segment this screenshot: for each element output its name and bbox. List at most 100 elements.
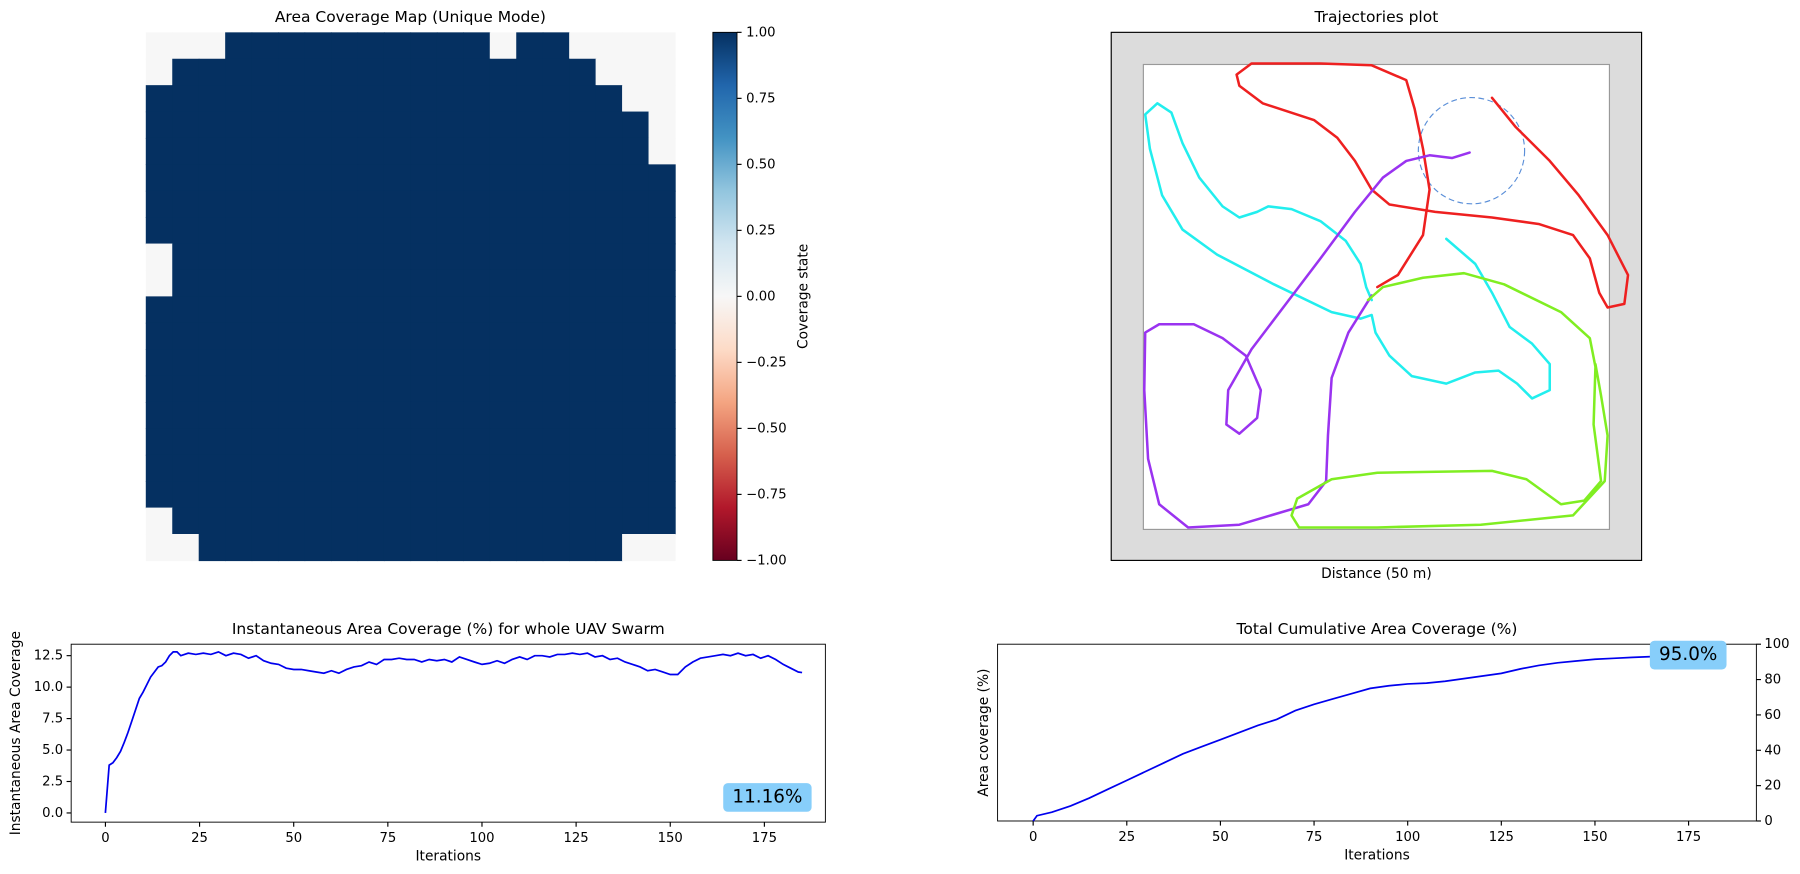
- heatmap-cell: [542, 507, 570, 535]
- heatmap-cell: [648, 58, 676, 86]
- heatmap-cell: [251, 349, 279, 377]
- heatmap-cell: [595, 190, 623, 218]
- heatmap-cell: [622, 137, 650, 166]
- heatmap-cell: [383, 534, 412, 562]
- heatmap-cell: [251, 32, 279, 60]
- y-axis-label: Area coverage (%): [976, 669, 992, 797]
- heatmap-cell: [145, 32, 173, 60]
- heatmap-cell: [569, 269, 597, 298]
- heatmap-cell: [516, 85, 544, 113]
- x-tick-label: 100: [469, 831, 494, 846]
- heatmap-cell: [251, 217, 279, 245]
- heatmap-cell: [225, 428, 253, 456]
- heatmap-cell: [304, 296, 332, 324]
- heatmap-cell: [198, 137, 226, 166]
- heatmap-cell: [145, 58, 173, 86]
- heatmap-cell: [278, 243, 306, 271]
- heatmap-cell: [516, 454, 544, 482]
- heatmap-cell: [463, 296, 491, 324]
- heatmap-cell: [251, 243, 279, 271]
- heatmap-cell: [172, 454, 200, 482]
- heatmap-cell: [622, 375, 650, 403]
- heatmap-cell: [304, 32, 332, 60]
- heatmap-cell: [436, 375, 465, 403]
- trajectory: [1235, 62, 1630, 309]
- heatmap-cell: [436, 111, 465, 139]
- heatmap-cell: [410, 190, 438, 218]
- heatmap-cell: [145, 164, 173, 192]
- plot-frame: [997, 643, 1757, 822]
- heatmap-cell: [436, 401, 465, 430]
- heatmap-cell: [463, 217, 491, 245]
- heatmap-cell: [569, 375, 597, 403]
- heatmap-cell: [383, 111, 412, 139]
- heatmap-cell: [357, 217, 385, 245]
- heatmap-cell: [436, 137, 465, 166]
- heatmap-cell: [278, 349, 306, 377]
- heatmap-cell: [436, 481, 465, 509]
- heatmap-cell: [489, 217, 517, 245]
- heatmap-cell: [198, 481, 226, 509]
- heatmap-cell: [489, 111, 517, 139]
- heatmap-cell: [410, 349, 438, 377]
- colorbar-tick-label: 0.50: [746, 157, 775, 172]
- heatmap-cell: [569, 534, 597, 562]
- heatmap-cell: [278, 137, 306, 166]
- heatmap-cell: [383, 349, 412, 377]
- heatmap-cell: [278, 269, 306, 298]
- heatmap-cell: [410, 375, 438, 403]
- chart-title: Instantaneous Area Coverage (%) for whol…: [232, 620, 665, 638]
- heatmap-cell: [463, 190, 491, 218]
- heatmap-cell: [331, 401, 359, 430]
- heatmap-cell: [410, 85, 438, 113]
- heatmap-cell: [331, 507, 359, 535]
- heatmap-cell: [172, 375, 200, 403]
- heatmap-cell: [278, 296, 306, 324]
- heatmap-cell: [145, 137, 173, 166]
- heatmap-cell: [251, 481, 279, 509]
- heatmap-cell: [463, 137, 491, 166]
- heatmap-cell: [463, 111, 491, 139]
- heatmap-cell: [331, 137, 359, 166]
- heatmap-cell: [278, 32, 306, 60]
- heatmap-cell: [516, 164, 544, 192]
- heatmap-cell: [172, 507, 200, 535]
- heatmap-cell: [198, 164, 226, 192]
- heatmap-cell: [172, 190, 200, 218]
- heatmap-cell: [251, 401, 279, 430]
- heatmap-cell: [304, 111, 332, 139]
- heatmap-cell: [516, 32, 544, 60]
- heatmap-cell: [357, 534, 385, 562]
- heatmap-cell: [383, 296, 412, 324]
- x-tick-label: 150: [658, 831, 683, 846]
- heatmap-cell: [542, 454, 570, 482]
- heatmap-cell: [410, 243, 438, 271]
- heatmap-cell: [648, 507, 676, 535]
- heatmap-cell: [172, 243, 200, 271]
- heatmap-cell: [145, 454, 173, 482]
- heatmap-cell: [489, 481, 517, 509]
- heatmap-cell: [331, 481, 359, 509]
- heatmap-cell: [595, 534, 623, 562]
- heatmap-cell: [383, 190, 412, 218]
- colorbar-tick-label: 0.00: [746, 289, 775, 304]
- heatmap-cell: [622, 481, 650, 509]
- heatmap-cell: [542, 111, 570, 139]
- heatmap-cell: [542, 137, 570, 166]
- heatmap-cell: [331, 243, 359, 271]
- heatmap-cell: [304, 401, 332, 430]
- x-tick-label: 175: [752, 831, 777, 846]
- line: [104, 650, 803, 814]
- heatmap-cell: [410, 164, 438, 192]
- heatmap-cell: [516, 428, 544, 456]
- heatmap-cell: [198, 111, 226, 139]
- heatmap-cell: [622, 507, 650, 535]
- heatmap-cell: [172, 164, 200, 192]
- heatmap-cell: [436, 164, 465, 192]
- colorbar-tick-label: 0.25: [746, 223, 775, 238]
- heatmap-cell: [436, 428, 465, 456]
- colorbar-tick-label: −0.50: [746, 421, 786, 436]
- colorbar-tick-label: −1.00: [746, 553, 786, 568]
- x-tick-label: 150: [1582, 830, 1607, 845]
- y-axis-label: Instantaneous Area Coverage: [8, 631, 24, 835]
